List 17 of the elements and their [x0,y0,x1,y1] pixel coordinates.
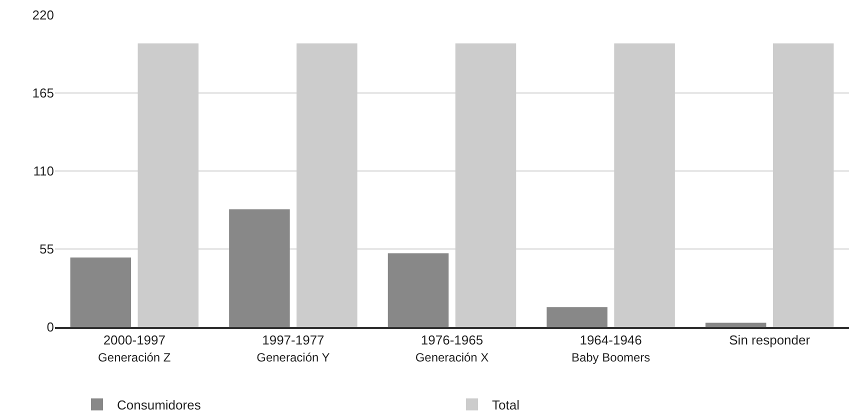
x-tick-label: 1976-1965 Generación X [415,332,489,364]
x-tick-label: Sin responder [729,332,811,348]
x-tick-label: 1964-1946 Baby Boomers [571,332,650,364]
bar [388,253,449,327]
legend-label: Consumidores [117,397,202,412]
y-tick-label: 0 [46,320,54,335]
x-tick-label: 1997-1977 Generación Y [256,332,330,364]
legend-label: Total [492,397,520,412]
bar [229,209,290,327]
x-tick-label: 2000-1997 Generación Z [98,332,171,364]
y-tick-label: 165 [32,86,54,101]
y-tick-label: 220 [32,8,54,23]
bar [705,322,766,327]
bar [70,258,132,327]
bar [546,307,608,327]
y-tick-label: 55 [40,242,54,257]
y-tick-label: 110 [33,164,54,179]
